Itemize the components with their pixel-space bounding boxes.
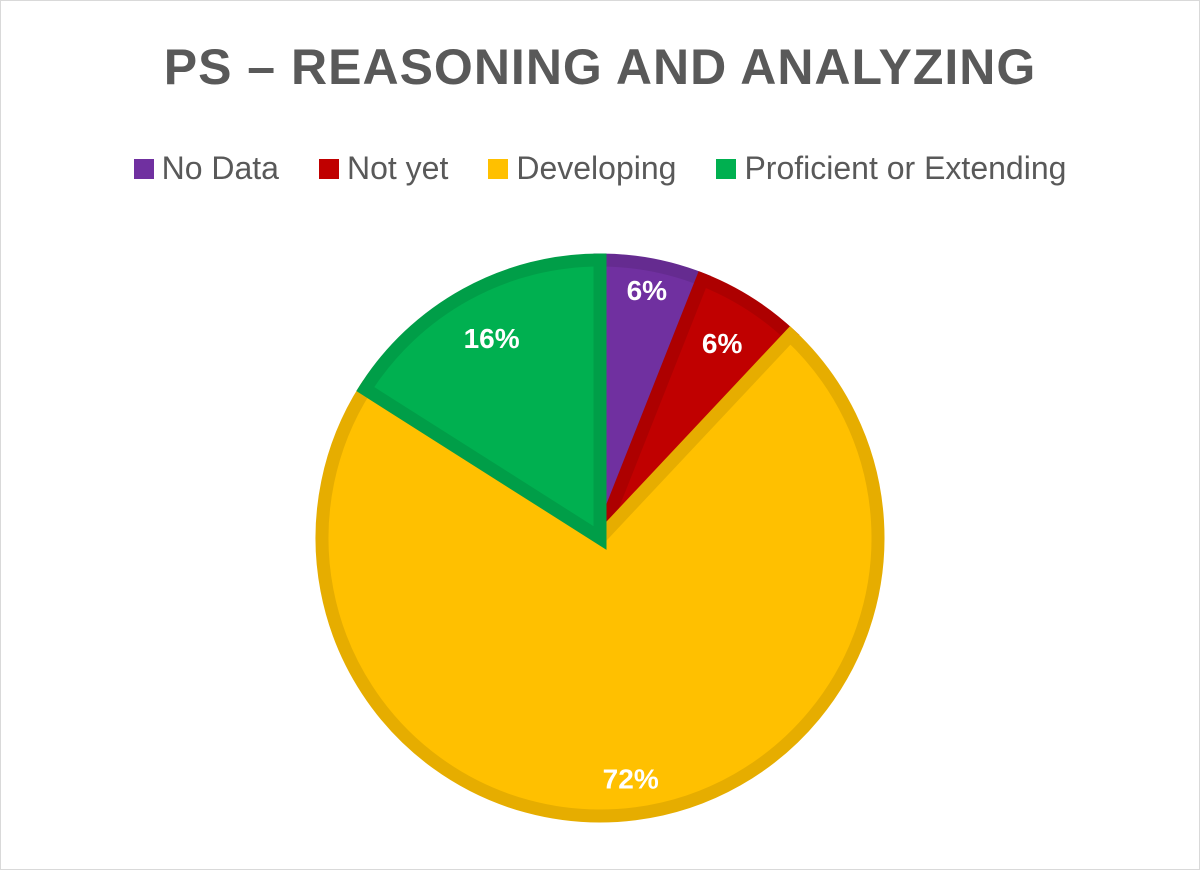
legend-label-no-data: No Data — [161, 150, 279, 186]
legend-item-not-yet: Not yet — [318, 150, 449, 187]
legend-swatch-proficient — [716, 158, 737, 179]
legend-swatch-developing — [488, 158, 509, 179]
pie-slices — [315, 253, 885, 823]
data-label-developing: 72% — [603, 763, 659, 794]
legend-label-developing: Developing — [516, 150, 677, 186]
legend-label-not-yet: Not yet — [346, 150, 449, 186]
legend-item-developing: Developing — [488, 150, 676, 187]
pie-slice-proficient-or-extending — [356, 253, 607, 550]
legend-item-no-data: No Data — [133, 150, 279, 187]
legend-label-proficient: Proficient or Extending — [744, 150, 1067, 186]
pie-data-labels: 6% 6% 72% 16% — [464, 275, 743, 795]
data-label-no-data: 6% — [627, 275, 668, 306]
legend-swatch-not-yet — [318, 158, 339, 179]
legend: No Data Not yet Developing Proficient or… — [0, 150, 1200, 187]
chart-title: PS – REASONING AND ANALYZING — [163, 39, 1037, 95]
legend-swatch-no-data — [133, 158, 154, 179]
data-label-proficient-or-extending: 16% — [464, 323, 520, 354]
data-label-not-yet: 6% — [702, 328, 743, 359]
legend-item-proficient: Proficient or Extending — [716, 150, 1066, 187]
